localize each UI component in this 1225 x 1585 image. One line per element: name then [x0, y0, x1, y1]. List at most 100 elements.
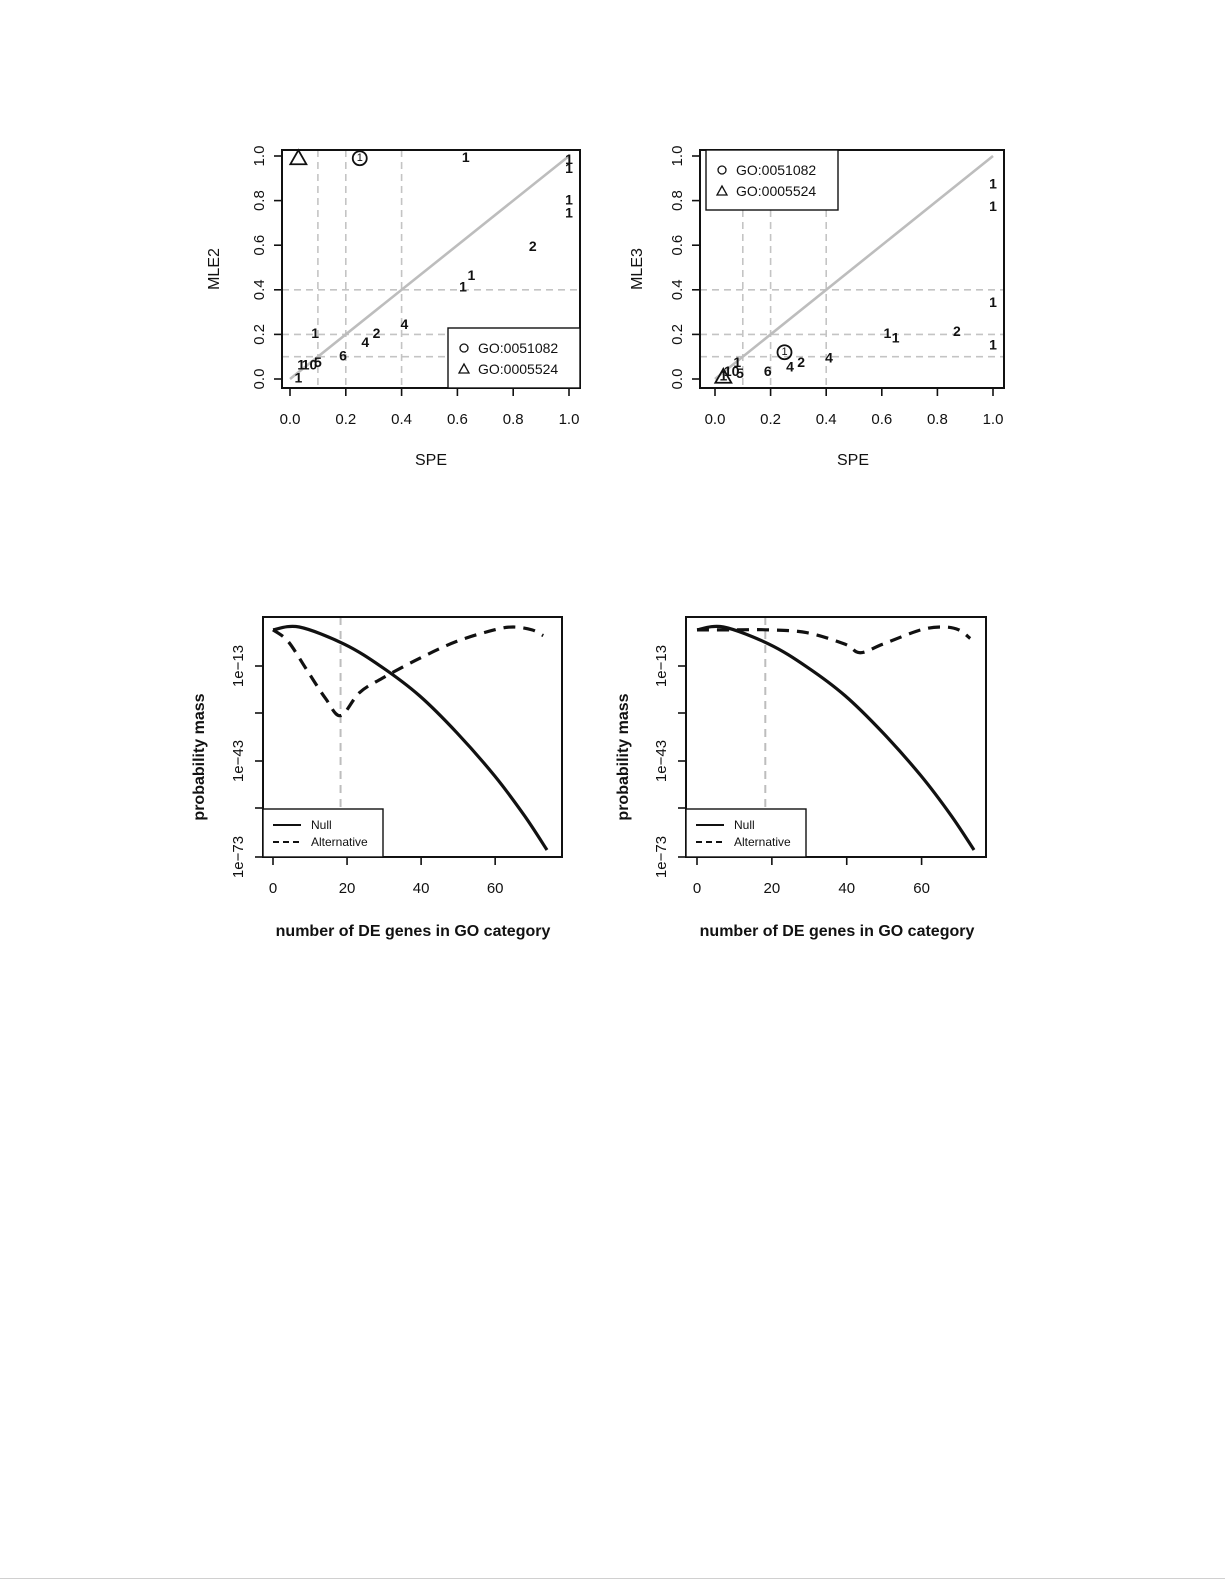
plot-frame — [262, 616, 563, 858]
plot-frame — [281, 149, 581, 389]
x-tick-label: 0.6 — [447, 411, 468, 428]
x-tick-label: 40 — [413, 880, 430, 897]
y-tick-label: 1.0 — [669, 146, 686, 167]
highlight-triangle-marker — [713, 366, 733, 384]
identity-diagonal — [289, 154, 570, 381]
data-point-label: 2 — [529, 238, 537, 254]
y-tick-label: 1e−13 — [653, 645, 670, 687]
y-tick-label: 0.6 — [251, 235, 268, 256]
y-tick-label: 1e−43 — [653, 740, 670, 782]
series-null-line — [696, 624, 976, 851]
legend-box — [685, 808, 807, 858]
x-tick-label: 60 — [913, 880, 930, 897]
legend-entry-label: Alternative — [734, 835, 791, 849]
series-null-line — [272, 624, 549, 851]
y-tick-label: 1e−43 — [230, 740, 247, 782]
data-point-label: 1 — [989, 336, 997, 352]
data-point-label: 10 — [302, 356, 318, 372]
data-point-label: 6 — [339, 347, 347, 363]
legend-box — [447, 327, 581, 389]
legend-entry-label: Null — [734, 818, 755, 832]
legend-entry-label: GO:0005524 — [478, 361, 558, 377]
y-tick-label: 0.4 — [669, 279, 686, 300]
x-tick-label: 0 — [693, 880, 701, 897]
y-tick-label: 0.8 — [251, 190, 268, 211]
legend-triangle-icon — [457, 362, 471, 374]
data-point-label: 1 — [311, 325, 319, 341]
series-alternative-line — [272, 625, 545, 718]
series-alternative-line — [696, 625, 972, 655]
x-tick-label: 20 — [339, 880, 356, 897]
data-point-label: 2 — [373, 325, 381, 341]
plot-frame — [685, 616, 987, 858]
x-tick-label: 0.0 — [705, 411, 726, 428]
y-tick-label: 0.0 — [669, 369, 686, 390]
legend-box — [705, 149, 839, 211]
x-tick-label: 0.4 — [816, 411, 837, 428]
highlight-label: 1 — [781, 346, 787, 358]
data-point-label: 1 — [733, 354, 741, 370]
data-point-label: 1 — [989, 198, 997, 214]
data-point-label: 1 — [297, 356, 305, 372]
y-tick-label: 0.8 — [669, 190, 686, 211]
x-tick-label: 0.8 — [503, 411, 524, 428]
data-point-label: 1 — [565, 160, 573, 176]
data-point-label: 1 — [294, 370, 302, 386]
data-point-label: 1 — [989, 176, 997, 192]
y-tick-label: 0.6 — [669, 235, 686, 256]
data-point-label: 4 — [825, 350, 833, 366]
panel-pmf-left: 0 20 40 60 1e−13 1e−43 1e−73 number of DE genes… — [191, 616, 563, 940]
data-point-label: 1 — [467, 267, 475, 283]
data-point-label: 1 — [883, 325, 891, 341]
data-point-label: 2 — [953, 323, 961, 339]
identity-diagonal — [714, 154, 994, 381]
x-tick-label: 0.2 — [760, 411, 781, 428]
y-tick-label: 1e−73 — [230, 836, 247, 878]
plot-frame — [699, 149, 1005, 389]
panel-scatter-mle3: 0.0 0.2 0.4 0.6 0.8 1.0 0.0 0.2 0.4 0.6 0.8 1.0 SPE M… — [629, 146, 1005, 469]
data-point-label: 1 — [989, 294, 997, 310]
legend-entry-label: GO:0051082 — [478, 340, 558, 356]
legend-entry-label: Null — [311, 818, 332, 832]
data-point-label: 4 — [786, 359, 794, 375]
y-axis-label: MLE2 — [206, 248, 223, 290]
panel-scatter-mle2: 0.0 0.2 0.4 0.6 0.8 1.0 0.0 0.2 0.4 0.6 0.8 1.0 SPE M… — [206, 146, 581, 469]
y-tick-label: 1.0 — [251, 146, 268, 167]
x-axis-label: number of DE genes in GO category — [700, 923, 975, 940]
y-tick-label: 0.0 — [251, 369, 268, 390]
legend-box — [262, 808, 384, 858]
legend-triangle-icon — [715, 184, 729, 196]
legend-circle-icon — [459, 343, 469, 353]
data-point-label: 1 — [459, 278, 467, 294]
data-point-label: 1 — [565, 205, 573, 221]
data-point-label: 6 — [764, 363, 772, 379]
highlight-triangle-marker — [288, 148, 308, 166]
y-axis-label: MLE3 — [629, 248, 646, 290]
y-tick-label: 1e−73 — [653, 836, 670, 878]
x-tick-label: 0.4 — [391, 411, 412, 428]
data-point-label: 2 — [797, 354, 805, 370]
legend-entry-label: Alternative — [311, 835, 368, 849]
x-axis-label: number of DE genes in GO category — [276, 923, 551, 940]
x-tick-label: 20 — [764, 880, 781, 897]
y-tick-label: 0.2 — [251, 324, 268, 345]
x-tick-label: 1.0 — [559, 411, 580, 428]
data-point-label: 1 — [719, 367, 727, 383]
x-tick-label: 0.0 — [280, 411, 301, 428]
data-point-label: 5 — [314, 354, 322, 370]
data-point-label: 4 — [361, 334, 369, 350]
x-tick-label: 0.6 — [871, 411, 892, 428]
legend-entry-label: GO:0051082 — [736, 162, 816, 178]
panel-pmf-right: 0 20 40 60 1e−13 1e−43 1e−73 number of DE genes… — [615, 616, 987, 940]
data-point-label: 4 — [400, 316, 408, 332]
data-point-label: 1 — [565, 191, 573, 207]
x-tick-label: 60 — [487, 880, 504, 897]
x-tick-label: 40 — [838, 880, 855, 897]
highlight-circle-marker — [351, 150, 368, 167]
y-tick-label: 1e−13 — [230, 645, 247, 687]
legend-entry-label: GO:0005524 — [736, 183, 816, 199]
x-tick-label: 1.0 — [983, 411, 1004, 428]
data-point-label: 1 — [892, 330, 900, 346]
highlight-circle-marker — [776, 344, 793, 361]
